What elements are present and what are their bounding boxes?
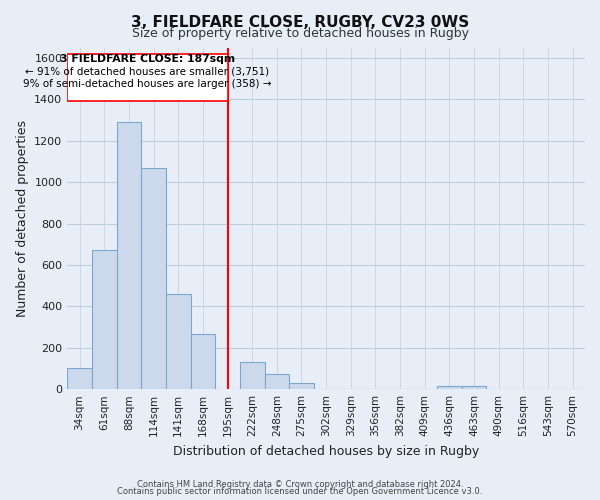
Text: Size of property relative to detached houses in Rugby: Size of property relative to detached ho… xyxy=(131,28,469,40)
Bar xyxy=(462,386,487,389)
Text: 9% of semi-detached houses are larger (358) →: 9% of semi-detached houses are larger (3… xyxy=(23,78,272,88)
Text: 3 FIELDFARE CLOSE: 187sqm: 3 FIELDFARE CLOSE: 187sqm xyxy=(60,54,235,64)
X-axis label: Distribution of detached houses by size in Rugby: Distribution of detached houses by size … xyxy=(173,444,479,458)
Y-axis label: Number of detached properties: Number of detached properties xyxy=(16,120,29,317)
Bar xyxy=(166,294,191,389)
Text: ← 91% of detached houses are smaller (3,751): ← 91% of detached houses are smaller (3,… xyxy=(25,66,269,76)
Text: Contains HM Land Registry data © Crown copyright and database right 2024.: Contains HM Land Registry data © Crown c… xyxy=(137,480,463,489)
Text: Contains public sector information licensed under the Open Government Licence v3: Contains public sector information licen… xyxy=(118,488,482,496)
Bar xyxy=(92,250,116,389)
Bar xyxy=(437,386,462,389)
Bar xyxy=(67,54,227,102)
Bar xyxy=(265,374,289,389)
Bar xyxy=(67,368,92,389)
Text: 3, FIELDFARE CLOSE, RUGBY, CV23 0WS: 3, FIELDFARE CLOSE, RUGBY, CV23 0WS xyxy=(131,15,469,30)
Bar xyxy=(116,122,141,389)
Bar xyxy=(240,362,265,389)
Bar xyxy=(141,168,166,389)
Bar xyxy=(289,383,314,389)
Bar xyxy=(191,334,215,389)
